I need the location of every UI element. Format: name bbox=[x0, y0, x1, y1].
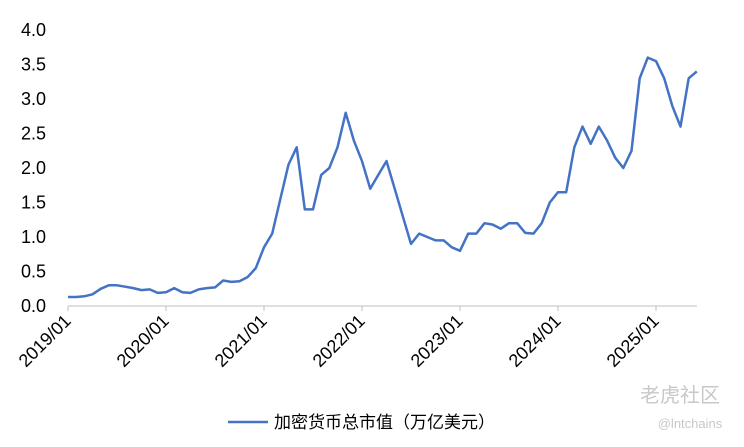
y-tick-label: 2.0 bbox=[21, 158, 46, 178]
y-tick-label: 4.0 bbox=[21, 20, 46, 40]
x-tick-label: 2019/01 bbox=[15, 311, 75, 371]
y-tick-label: 1.0 bbox=[21, 227, 46, 247]
line bbox=[68, 56, 698, 299]
y-tick-label: 3.0 bbox=[21, 89, 46, 109]
y-tick-label: 2.5 bbox=[21, 124, 46, 144]
x-tick-label: 2025/01 bbox=[603, 311, 663, 371]
x-tick-label: 2024/01 bbox=[505, 311, 565, 371]
y-tick-label: 0.5 bbox=[21, 262, 46, 282]
y-tick-label: 0.0 bbox=[21, 296, 46, 316]
legend-label: 加密货币总市值（万亿美元） bbox=[274, 413, 495, 432]
x-tick-label: 2021/01 bbox=[211, 311, 271, 371]
x-tick-label: 2023/01 bbox=[407, 311, 467, 371]
x-tick-label: 2022/01 bbox=[309, 311, 369, 371]
watermark: 老虎社区 bbox=[640, 384, 720, 407]
watermark: @lntchains bbox=[658, 416, 723, 431]
y-tick-label: 3.5 bbox=[21, 55, 46, 75]
x-tick-label: 2020/01 bbox=[113, 311, 173, 371]
y-tick-label: 1.5 bbox=[21, 193, 46, 213]
